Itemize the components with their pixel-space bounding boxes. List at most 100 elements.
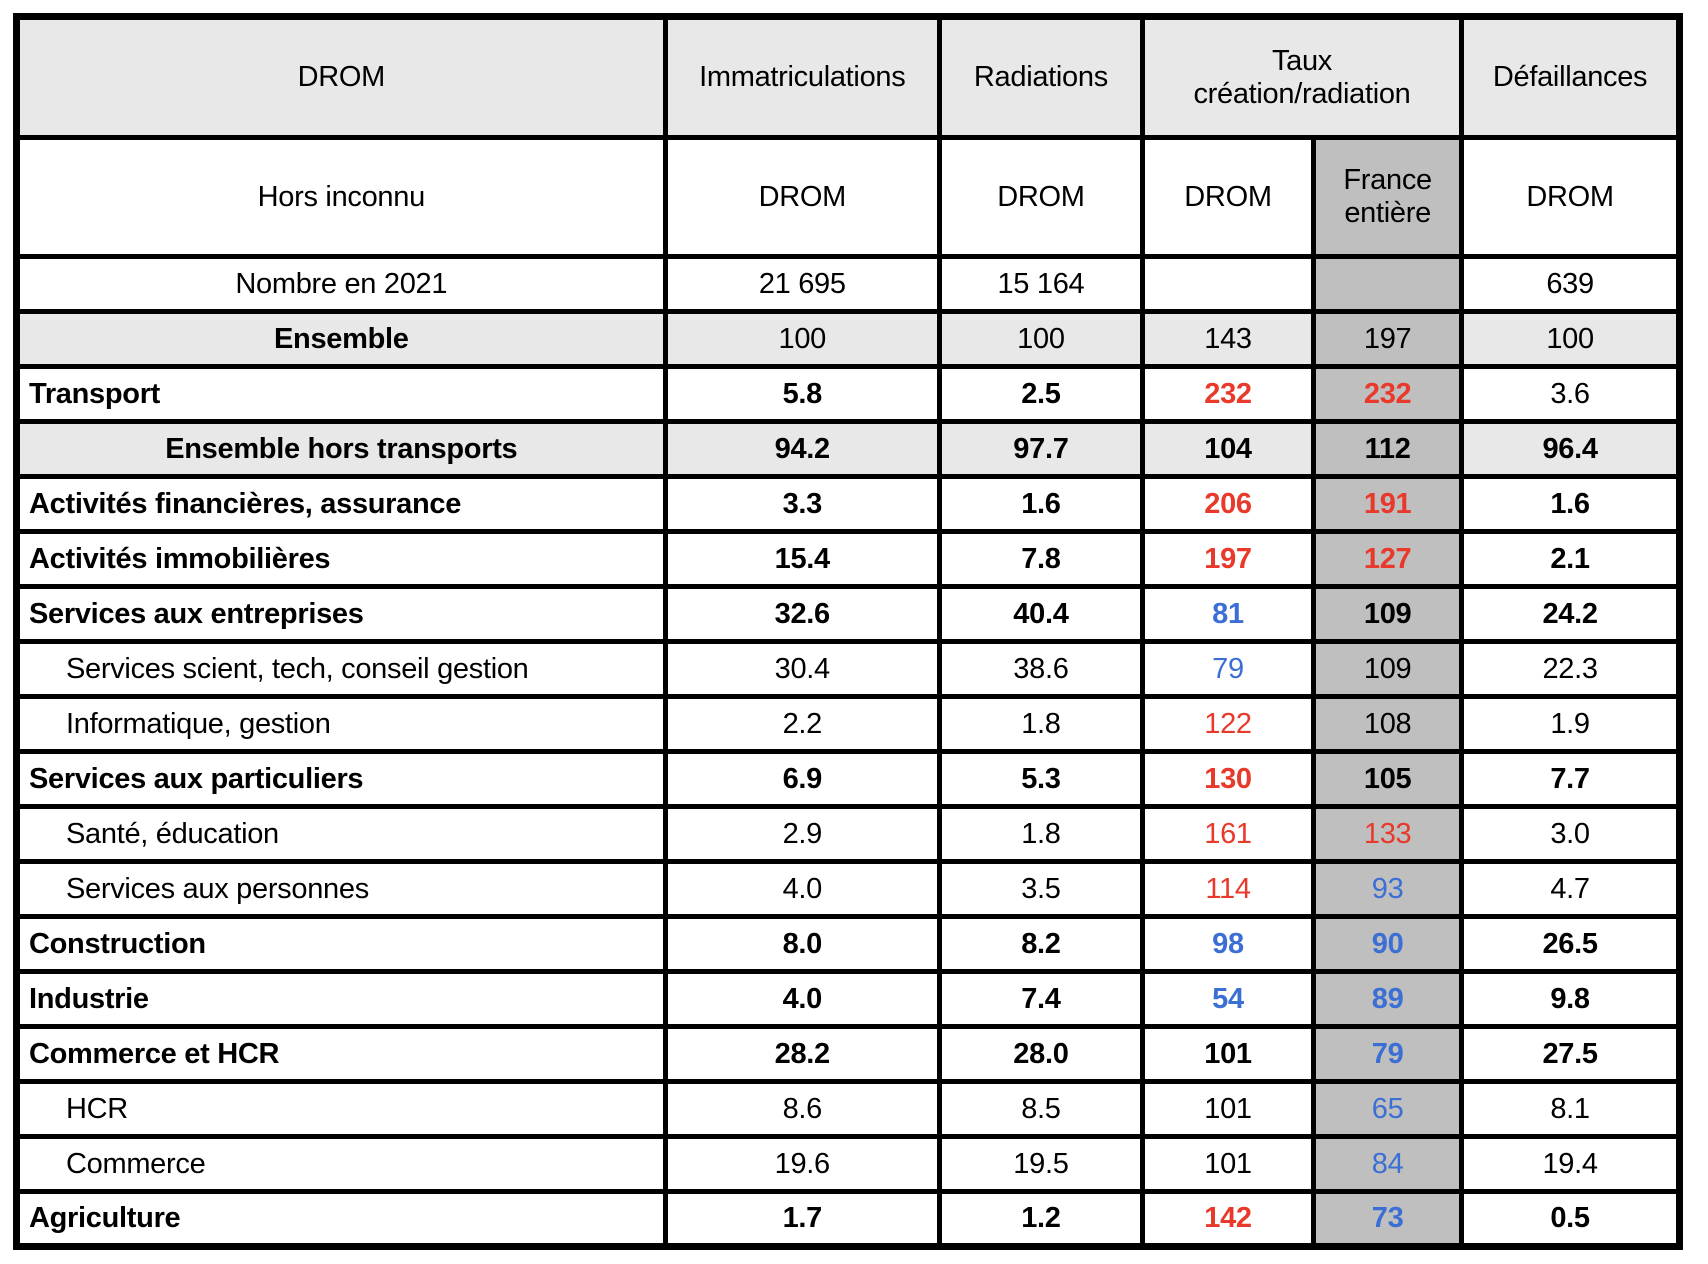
cell-radiations: 15 164 <box>936 254 1145 314</box>
cell-defaillances: 27.5 <box>1459 1024 1682 1084</box>
row-label: Agriculture <box>14 1189 668 1249</box>
row-label: Services aux entreprises <box>14 584 668 644</box>
cell-radiations: 7.4 <box>936 969 1145 1029</box>
table-row: Services aux particuliers 6.9 5.3 130 10… <box>14 749 1682 809</box>
cell-taux-france-entiere: 112 <box>1311 419 1465 479</box>
table-row: Nombre en 2021 21 695 15 164 639 <box>14 254 1682 314</box>
table-row: Services aux entreprises 32.6 40.4 81 10… <box>14 584 1682 644</box>
cell-radiations: 100 <box>936 309 1145 369</box>
cell-defaillances: 1.6 <box>1459 474 1682 534</box>
row-label: Services scient, tech, conseil gestion <box>14 639 668 699</box>
cell-taux-france-entiere: 73 <box>1311 1189 1465 1249</box>
row-label: Construction <box>14 914 668 974</box>
subheader-drom-immatriculations: DROM <box>662 135 942 259</box>
cell-defaillances: 7.7 <box>1459 749 1682 809</box>
cell-radiations: 1.8 <box>936 694 1145 754</box>
cell-taux-drom: 81 <box>1139 584 1317 644</box>
header-defaillances: Défaillances <box>1459 14 1682 140</box>
row-label: Informatique, gestion <box>14 694 668 754</box>
cell-radiations: 97.7 <box>936 419 1145 479</box>
header-taux-line1: Taux <box>1271 44 1333 77</box>
table-body: Nombre en 2021 21 695 15 164 639 Ensembl… <box>14 254 1682 1249</box>
cell-taux-france-entiere: 109 <box>1311 584 1465 644</box>
cell-immatriculations: 5.8 <box>662 364 942 424</box>
cell-radiations: 8.2 <box>936 914 1145 974</box>
cell-immatriculations: 3.3 <box>662 474 942 534</box>
cell-taux-drom: 54 <box>1139 969 1317 1029</box>
cell-defaillances: 22.3 <box>1459 639 1682 699</box>
cell-radiations: 3.5 <box>936 859 1145 919</box>
header-drom: DROM <box>14 14 668 140</box>
row-label: Commerce <box>14 1134 668 1194</box>
cell-taux-france-entiere: 79 <box>1311 1024 1465 1084</box>
subheader-hors-inconnu: Hors inconnu <box>14 135 668 259</box>
row-label: Industrie <box>14 969 668 1029</box>
row-label: Activités financières, assurance <box>14 474 668 534</box>
cell-radiations: 40.4 <box>936 584 1145 644</box>
cell-taux-drom: 101 <box>1139 1079 1317 1139</box>
cell-immatriculations: 2.2 <box>662 694 942 754</box>
cell-radiations: 2.5 <box>936 364 1145 424</box>
cell-taux-drom: 161 <box>1139 804 1317 864</box>
row-label: Activités immobilières <box>14 529 668 589</box>
table-row: Transport 5.8 2.5 232 232 3.6 <box>14 364 1682 424</box>
row-label: Transport <box>14 364 668 424</box>
cell-defaillances: 96.4 <box>1459 419 1682 479</box>
cell-immatriculations: 1.7 <box>662 1189 942 1249</box>
cell-taux-drom: 142 <box>1139 1189 1317 1249</box>
cell-radiations: 7.8 <box>936 529 1145 589</box>
header-row: DROM Immatriculations Radiations Taux cré… <box>14 14 1682 140</box>
cell-radiations: 19.5 <box>936 1134 1145 1194</box>
cell-taux-drom: 101 <box>1139 1024 1317 1084</box>
header-radiations: Radiations <box>936 14 1145 140</box>
cell-defaillances: 24.2 <box>1459 584 1682 644</box>
cell-defaillances: 9.8 <box>1459 969 1682 1029</box>
header-immatriculations: Immatriculations <box>662 14 942 140</box>
table-row: Activités immobilières 15.4 7.8 197 127 … <box>14 529 1682 589</box>
cell-taux-france-entiere: 232 <box>1311 364 1465 424</box>
cell-defaillances: 0.5 <box>1459 1189 1682 1249</box>
cell-immatriculations: 30.4 <box>662 639 942 699</box>
cell-immatriculations: 28.2 <box>662 1024 942 1084</box>
table-row: Agriculture 1.7 1.2 142 73 0.5 <box>14 1189 1682 1249</box>
row-label: Nombre en 2021 <box>14 254 668 314</box>
table-row: HCR 8.6 8.5 101 65 8.1 <box>14 1079 1682 1139</box>
cell-immatriculations: 21 695 <box>662 254 942 314</box>
row-label: Services aux personnes <box>14 859 668 919</box>
cell-taux-drom: 197 <box>1139 529 1317 589</box>
table-row: Services scient, tech, conseil gestion 3… <box>14 639 1682 699</box>
cell-taux-drom: 114 <box>1139 859 1317 919</box>
subheader-drom-defaillances: DROM <box>1459 135 1682 259</box>
cell-taux-france-entiere <box>1311 254 1465 314</box>
cell-defaillances: 8.1 <box>1459 1079 1682 1139</box>
cell-defaillances: 3.6 <box>1459 364 1682 424</box>
cell-taux-drom: 79 <box>1139 639 1317 699</box>
subheader-france-entiere: France entière <box>1311 135 1465 259</box>
row-label: Santé, éducation <box>14 804 668 864</box>
cell-taux-france-entiere: 90 <box>1311 914 1465 974</box>
cell-taux-france-entiere: 197 <box>1311 309 1465 369</box>
table-row: Informatique, gestion 2.2 1.8 122 108 1.… <box>14 694 1682 754</box>
cell-defaillances: 3.0 <box>1459 804 1682 864</box>
cell-taux-france-entiere: 108 <box>1311 694 1465 754</box>
cell-radiations: 1.8 <box>936 804 1145 864</box>
cell-taux-france-entiere: 133 <box>1311 804 1465 864</box>
cell-defaillances: 639 <box>1459 254 1682 314</box>
table-row: Services aux personnes 4.0 3.5 114 93 4.… <box>14 859 1682 919</box>
cell-taux-france-entiere: 105 <box>1311 749 1465 809</box>
drom-statistics-table: DROM Immatriculations Radiations Taux cré… <box>13 13 1683 1250</box>
cell-taux-france-entiere: 93 <box>1311 859 1465 919</box>
cell-radiations: 28.0 <box>936 1024 1145 1084</box>
cell-defaillances: 19.4 <box>1459 1134 1682 1194</box>
cell-taux-france-entiere: 127 <box>1311 529 1465 589</box>
cell-radiations: 1.6 <box>936 474 1145 534</box>
cell-taux-drom <box>1139 254 1317 314</box>
cell-immatriculations: 4.0 <box>662 969 942 1029</box>
table-row: Santé, éducation 2.9 1.8 161 133 3.0 <box>14 804 1682 864</box>
cell-defaillances: 2.1 <box>1459 529 1682 589</box>
cell-radiations: 8.5 <box>936 1079 1145 1139</box>
cell-taux-drom: 206 <box>1139 474 1317 534</box>
cell-radiations: 38.6 <box>936 639 1145 699</box>
table-row: Commerce 19.6 19.5 101 84 19.4 <box>14 1134 1682 1194</box>
